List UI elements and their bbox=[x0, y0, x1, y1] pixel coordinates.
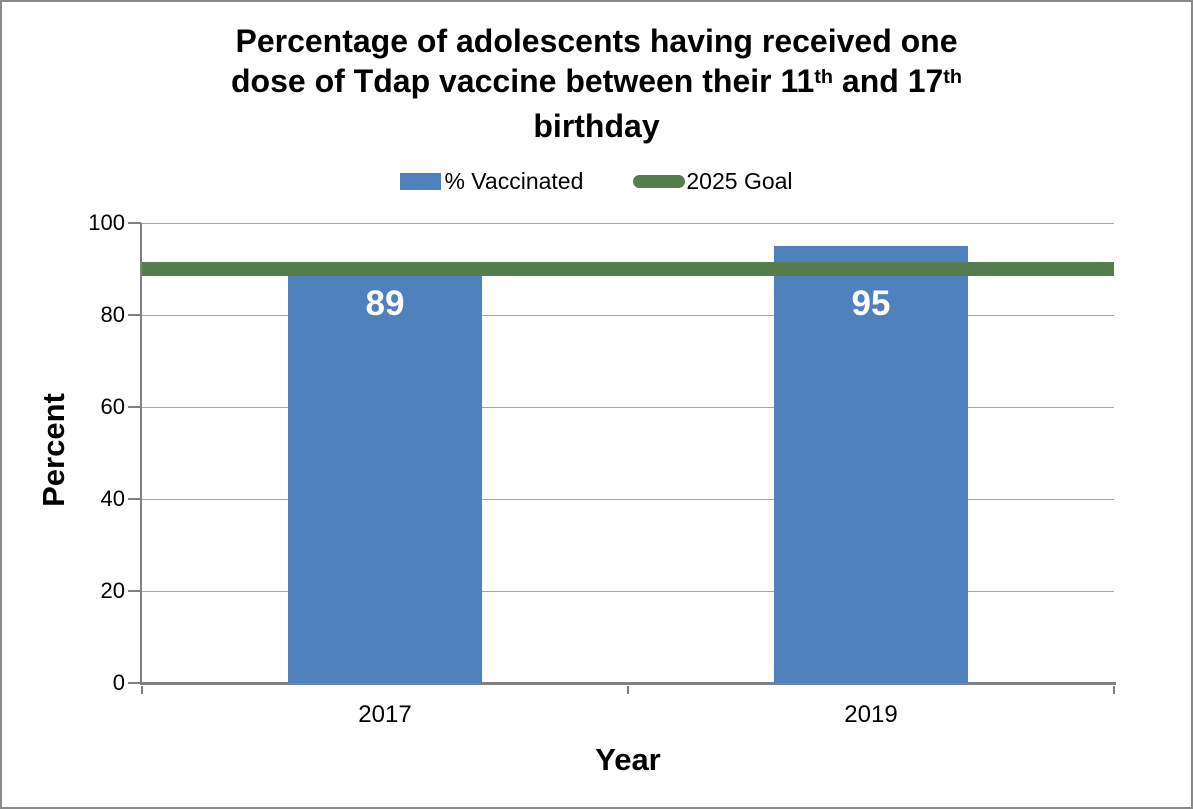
bar bbox=[288, 273, 482, 683]
y-tick-label: 100 bbox=[88, 210, 125, 235]
chart-title-line2: dose of Tdap vaccine between their 11th … bbox=[231, 63, 962, 99]
bar-value-label: 89 bbox=[365, 284, 405, 323]
y-tick bbox=[128, 222, 141, 224]
y-tick-label: 0 bbox=[112, 670, 125, 695]
superscript-th: th bbox=[943, 66, 962, 89]
x-tick bbox=[627, 686, 629, 694]
y-tick bbox=[128, 682, 141, 684]
y-axis-line bbox=[140, 223, 142, 685]
bar-value-label: 95 bbox=[851, 284, 891, 323]
x-axis-line bbox=[140, 682, 1116, 685]
legend-swatch-vaccinated-icon bbox=[400, 173, 442, 190]
x-category-label: 2019 bbox=[844, 701, 898, 728]
gridline bbox=[142, 498, 1114, 500]
plot-area: 0 20 40 60 80 100 89 2017 95 2019 bbox=[88, 210, 1115, 728]
gridline bbox=[142, 222, 1114, 224]
y-tick bbox=[128, 314, 141, 316]
y-tick-label: 20 bbox=[100, 578, 125, 603]
chart-title: Percentage of adolescents having receive… bbox=[2, 21, 1191, 146]
legend: % Vaccinated 2025 Goal bbox=[2, 168, 1191, 195]
legend-label-vaccinated: % Vaccinated bbox=[444, 168, 584, 194]
chart-title-line1: Percentage of adolescents having receive… bbox=[235, 23, 958, 59]
legend-swatch-goal-icon bbox=[633, 175, 686, 188]
legend-item-goal: 2025 Goal bbox=[633, 168, 793, 195]
chart-title-line3: birthday bbox=[533, 108, 660, 144]
gridline bbox=[142, 406, 1114, 408]
superscript-th: th bbox=[814, 66, 834, 89]
y-tick-label: 80 bbox=[100, 302, 125, 327]
y-tick bbox=[128, 590, 141, 592]
y-axis-title: Percent bbox=[36, 393, 71, 507]
legend-label-goal: 2025 Goal bbox=[686, 168, 793, 194]
x-axis-title: Year bbox=[595, 742, 661, 777]
bar bbox=[774, 246, 968, 683]
y-tick bbox=[128, 498, 141, 500]
x-category-label: 2017 bbox=[358, 701, 412, 728]
x-tick bbox=[1113, 686, 1115, 694]
gridline bbox=[142, 590, 1114, 592]
y-tick bbox=[128, 406, 141, 408]
y-tick-label: 60 bbox=[100, 394, 125, 419]
x-tick bbox=[141, 686, 143, 694]
legend-item-vaccinated: % Vaccinated bbox=[400, 168, 583, 195]
y-tick-label: 40 bbox=[100, 486, 125, 511]
goal-line bbox=[142, 262, 1114, 276]
gridline bbox=[142, 314, 1114, 316]
